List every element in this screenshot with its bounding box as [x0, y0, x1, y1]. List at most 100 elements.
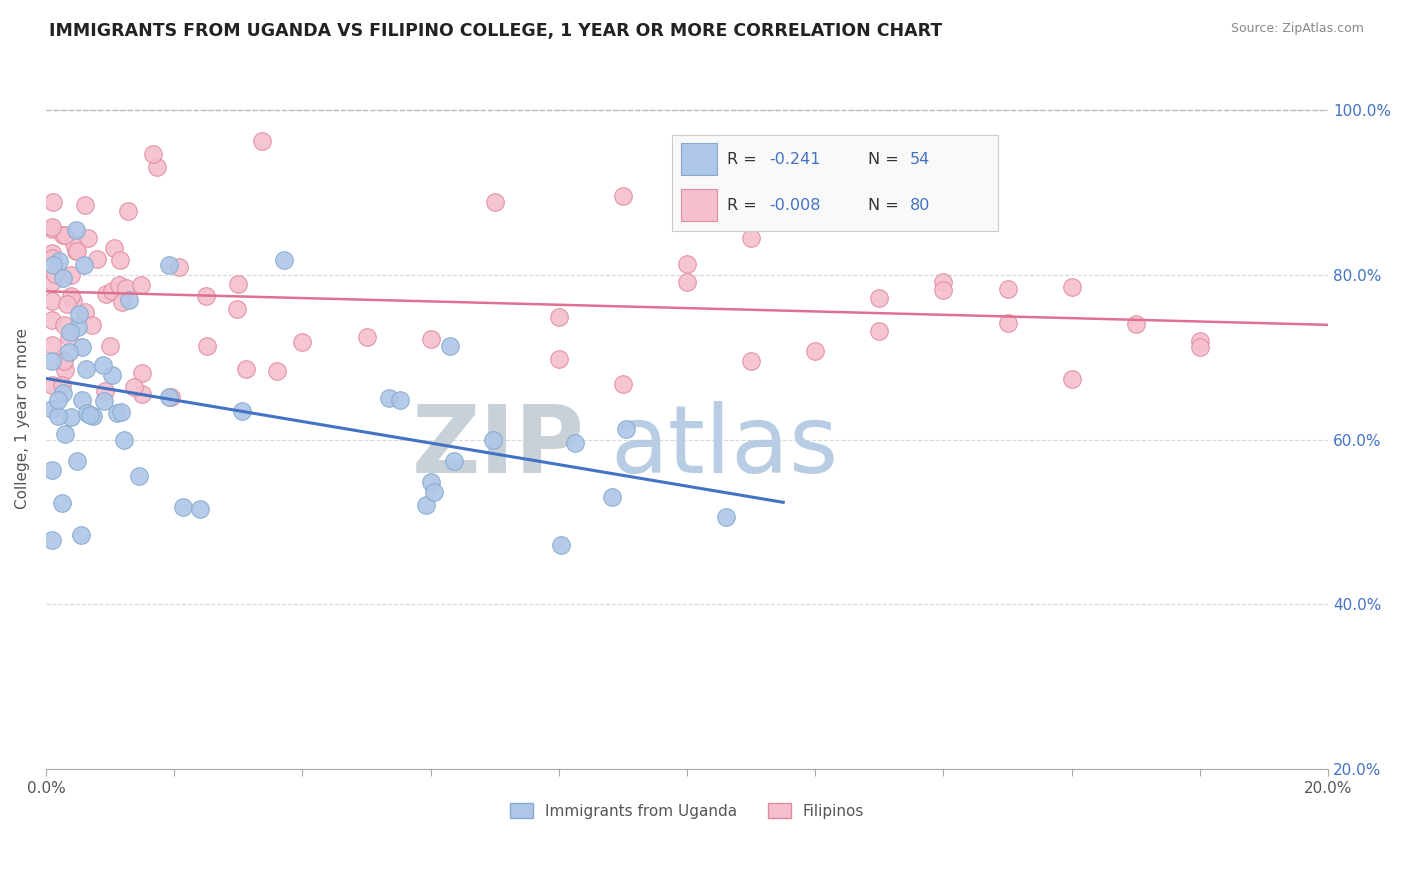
Point: [226, 277, 249, 291]
Point: [1060, 280, 1083, 294]
Point: [77, 231, 100, 245]
Point: [67, 308, 90, 322]
Point: [110, 253, 132, 268]
Point: [41, 354, 63, 368]
Point: [547, 310, 569, 325]
Point: [157, 259, 180, 273]
Text: ZIP: ZIP: [412, 401, 585, 493]
Point: [53, 228, 76, 243]
Point: [41, 275, 63, 289]
Point: [103, 241, 125, 255]
Point: [41, 221, 63, 235]
Point: [63, 237, 86, 252]
Point: [41, 194, 63, 209]
Text: R =: R =: [727, 152, 762, 167]
Point: [112, 433, 135, 447]
Point: [868, 292, 890, 306]
Point: [157, 390, 180, 404]
Point: [740, 354, 762, 368]
Point: [46, 409, 69, 423]
Point: [111, 295, 134, 310]
Point: [53, 427, 76, 442]
Point: [443, 454, 465, 468]
Point: [159, 390, 181, 404]
Point: [100, 285, 122, 299]
Point: [41, 338, 63, 352]
Point: [439, 339, 461, 353]
Point: [41, 401, 63, 416]
Point: [118, 293, 141, 307]
Point: [41, 220, 63, 235]
Point: [378, 392, 401, 406]
Point: [108, 278, 131, 293]
Point: [65, 244, 87, 258]
Point: [52, 352, 75, 367]
Point: [481, 433, 503, 447]
Point: [600, 490, 623, 504]
Point: [420, 475, 443, 489]
Point: [51, 378, 73, 392]
Point: [59, 326, 82, 340]
Text: 80: 80: [910, 198, 931, 212]
Point: [612, 188, 634, 202]
Point: [266, 364, 288, 378]
Point: [41, 533, 63, 548]
Point: [42, 258, 65, 272]
Point: [740, 231, 762, 245]
Point: [75, 198, 97, 212]
Point: [997, 282, 1019, 296]
Point: [110, 405, 132, 419]
Point: [415, 498, 437, 512]
Point: [252, 134, 274, 148]
Point: [716, 510, 738, 524]
Point: [547, 351, 569, 366]
Point: [142, 146, 165, 161]
Point: [66, 454, 89, 468]
Point: [96, 287, 118, 301]
Point: [51, 271, 73, 285]
Text: atlas: atlas: [610, 401, 838, 493]
Point: [62, 294, 84, 309]
Bar: [682, 144, 717, 175]
Point: [69, 528, 91, 542]
Point: [59, 268, 82, 283]
Point: [52, 227, 75, 242]
Text: N =: N =: [868, 152, 904, 167]
Point: [58, 330, 80, 344]
Point: [59, 409, 82, 424]
Point: [423, 484, 446, 499]
Point: [41, 377, 63, 392]
Point: [131, 367, 153, 381]
Point: [41, 293, 63, 308]
Point: [273, 253, 295, 268]
Point: [101, 368, 124, 382]
Point: [804, 343, 827, 358]
Point: [86, 252, 108, 266]
Point: [70, 392, 93, 407]
Point: [356, 330, 378, 344]
Point: [1188, 334, 1211, 349]
Point: [53, 363, 76, 377]
Point: [41, 252, 63, 266]
Point: [114, 281, 136, 295]
Y-axis label: College, 1 year or more: College, 1 year or more: [15, 328, 30, 509]
Point: [1060, 372, 1083, 386]
Point: [997, 316, 1019, 330]
Point: [676, 275, 699, 289]
Point: [53, 318, 76, 333]
Point: [51, 496, 73, 510]
Point: [676, 257, 699, 271]
Point: [41, 313, 63, 327]
Point: [146, 161, 169, 175]
Point: [1188, 340, 1211, 354]
Point: [129, 277, 152, 292]
Point: [65, 223, 87, 237]
Point: [484, 194, 506, 209]
Point: [932, 283, 955, 297]
Point: [73, 305, 96, 319]
Point: [91, 359, 114, 373]
Text: R =: R =: [727, 198, 762, 212]
Point: [41, 245, 63, 260]
Text: -0.008: -0.008: [769, 198, 821, 212]
Point: [105, 406, 128, 420]
